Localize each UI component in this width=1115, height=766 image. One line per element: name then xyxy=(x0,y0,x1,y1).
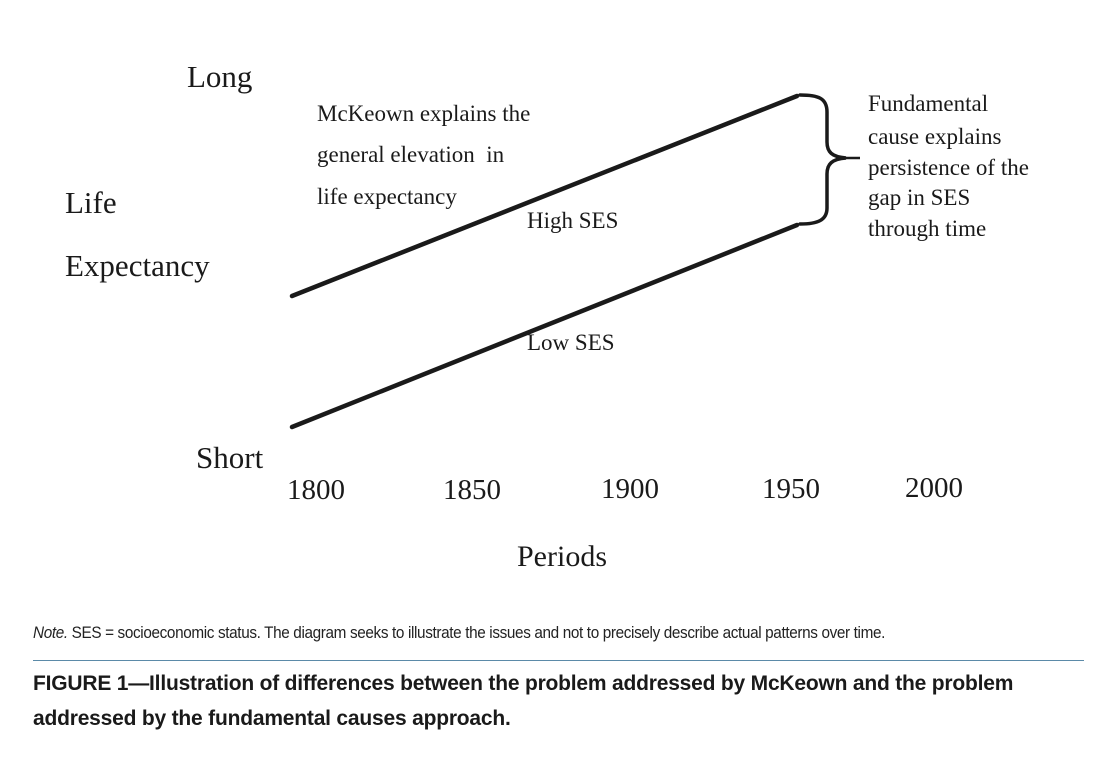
y-axis-label-line2: Expectancy xyxy=(65,248,210,283)
fundamental-annotation-line: gap in SES xyxy=(868,185,970,210)
x-tick-label: 1850 xyxy=(443,474,501,506)
fundamental-cause-annotation: Fundamental cause explains persistence o… xyxy=(868,91,1029,241)
x-tick-label: 1800 xyxy=(287,474,345,506)
high-ses-line xyxy=(289,93,800,299)
gap-brace xyxy=(798,93,847,226)
y-axis-bottom-label: Short xyxy=(196,440,264,475)
fundamental-annotation-line: cause explains xyxy=(868,124,1002,149)
mckeown-annotation-line: general elevation in xyxy=(317,142,505,167)
low-ses-label: Low SES xyxy=(527,330,615,355)
figure-note: Note. SES = socioeconomic status. The di… xyxy=(33,623,987,643)
fundamental-annotation-line: Fundamental xyxy=(868,91,988,116)
x-tick-label: 1900 xyxy=(601,473,659,505)
note-text: SES = socioeconomic status. The diagram … xyxy=(67,623,886,642)
figure-caption: FIGURE 1—Illustration of differences bet… xyxy=(33,672,1014,730)
x-axis-label: Periods xyxy=(517,540,607,573)
x-tick-label: 2000 xyxy=(905,472,963,504)
y-axis-label-line1: Life xyxy=(65,185,117,220)
conceptual-diagram: Long Life Expectancy Short McKeown expla… xyxy=(65,59,1029,573)
mckeown-annotation: McKeown explains the general elevation i… xyxy=(317,101,530,209)
x-tick-label: 1950 xyxy=(762,473,820,505)
note-prefix: Note. xyxy=(33,623,68,642)
y-axis-top-label: Long xyxy=(187,59,252,94)
mckeown-annotation-line: McKeown explains the xyxy=(317,101,530,126)
fundamental-annotation-line: persistence of the xyxy=(868,155,1029,180)
fundamental-annotation-line: through time xyxy=(868,216,986,241)
caption-divider xyxy=(33,660,1084,661)
mckeown-annotation-line: life expectancy xyxy=(317,184,457,209)
low-ses-line xyxy=(289,222,800,430)
high-ses-label: High SES xyxy=(527,208,618,233)
